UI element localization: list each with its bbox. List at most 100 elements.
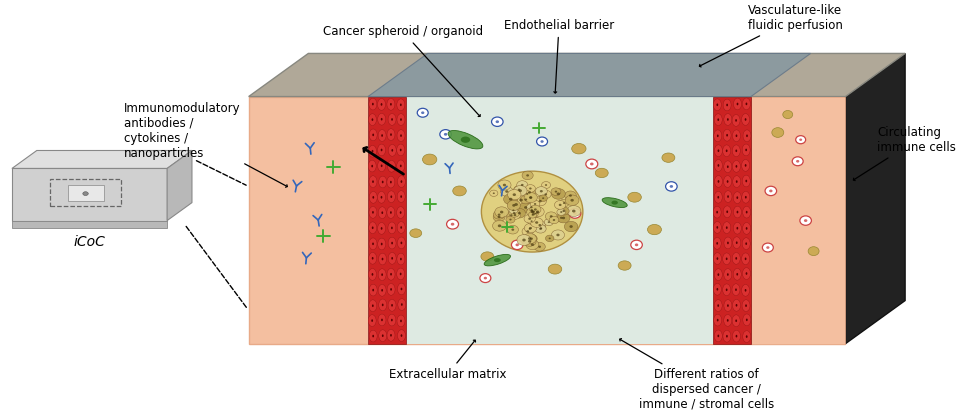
Ellipse shape [723,284,731,296]
Ellipse shape [377,98,386,110]
Ellipse shape [391,304,393,307]
Ellipse shape [549,237,551,239]
Ellipse shape [510,214,513,216]
Ellipse shape [517,234,531,246]
Ellipse shape [378,269,386,281]
Ellipse shape [379,330,387,342]
Ellipse shape [369,206,377,218]
Ellipse shape [745,272,747,275]
Ellipse shape [723,206,731,218]
Ellipse shape [571,199,573,201]
Ellipse shape [530,197,532,199]
Ellipse shape [565,191,576,200]
Ellipse shape [382,304,384,306]
Ellipse shape [530,205,541,214]
Ellipse shape [800,216,812,225]
Ellipse shape [723,222,731,234]
Ellipse shape [539,228,542,230]
Ellipse shape [391,118,393,121]
Text: Different ratios of
dispersed cancer /
immune / stromal cells: Different ratios of dispersed cancer / i… [619,339,774,411]
Ellipse shape [733,130,741,142]
Ellipse shape [397,114,404,125]
Ellipse shape [540,140,544,143]
Ellipse shape [744,118,746,121]
Text: Immunomodulatory
antibodies /
cytokines /
nanoparticles: Immunomodulatory antibodies / cytokines … [124,102,287,187]
Ellipse shape [528,237,531,240]
Ellipse shape [553,219,555,221]
Ellipse shape [372,133,374,136]
Ellipse shape [745,335,747,338]
Ellipse shape [743,300,750,311]
Ellipse shape [527,204,536,211]
Ellipse shape [519,202,532,213]
Ellipse shape [744,289,746,292]
Ellipse shape [388,300,396,311]
Ellipse shape [735,288,737,291]
Ellipse shape [506,211,517,219]
Ellipse shape [550,215,553,218]
Ellipse shape [482,171,583,252]
Ellipse shape [387,207,395,218]
Ellipse shape [400,164,402,167]
Ellipse shape [717,304,719,307]
Ellipse shape [401,303,403,306]
Ellipse shape [742,159,749,171]
Ellipse shape [398,237,405,249]
Ellipse shape [446,219,458,229]
Ellipse shape [524,214,535,223]
Ellipse shape [369,300,377,311]
Ellipse shape [531,206,532,208]
Ellipse shape [397,253,404,265]
Ellipse shape [372,289,374,291]
Ellipse shape [526,225,534,232]
Ellipse shape [382,181,384,183]
Ellipse shape [714,145,722,157]
Ellipse shape [531,207,544,217]
Ellipse shape [378,130,386,141]
Ellipse shape [525,199,528,201]
Ellipse shape [717,335,719,337]
Ellipse shape [544,193,547,195]
Ellipse shape [521,195,531,204]
Ellipse shape [745,304,747,307]
Ellipse shape [726,104,728,106]
Ellipse shape [381,134,383,137]
Ellipse shape [401,226,403,229]
Ellipse shape [736,335,738,337]
Ellipse shape [495,120,499,123]
Ellipse shape [493,213,505,222]
Ellipse shape [372,227,373,229]
Ellipse shape [388,253,396,264]
Ellipse shape [417,108,428,117]
Ellipse shape [535,221,538,224]
Ellipse shape [545,212,557,221]
Ellipse shape [743,314,750,326]
Ellipse shape [724,176,732,187]
Ellipse shape [378,314,386,326]
Ellipse shape [461,136,470,143]
Ellipse shape [509,219,512,220]
Ellipse shape [528,218,535,225]
Polygon shape [12,220,167,228]
Ellipse shape [590,162,594,166]
Ellipse shape [713,206,721,218]
Ellipse shape [714,314,722,326]
Ellipse shape [378,222,386,234]
Ellipse shape [528,207,539,216]
Polygon shape [167,150,191,220]
Ellipse shape [507,200,521,211]
Ellipse shape [745,211,747,213]
Text: Endothelial barrier: Endothelial barrier [504,19,615,93]
Ellipse shape [526,234,537,243]
Ellipse shape [727,195,729,198]
Ellipse shape [497,213,500,216]
Ellipse shape [369,176,377,187]
Ellipse shape [744,196,746,199]
Ellipse shape [570,225,573,228]
Ellipse shape [397,130,405,141]
Ellipse shape [796,160,799,163]
Ellipse shape [772,128,784,137]
Ellipse shape [507,225,519,234]
Ellipse shape [381,273,383,276]
Ellipse shape [381,103,382,106]
